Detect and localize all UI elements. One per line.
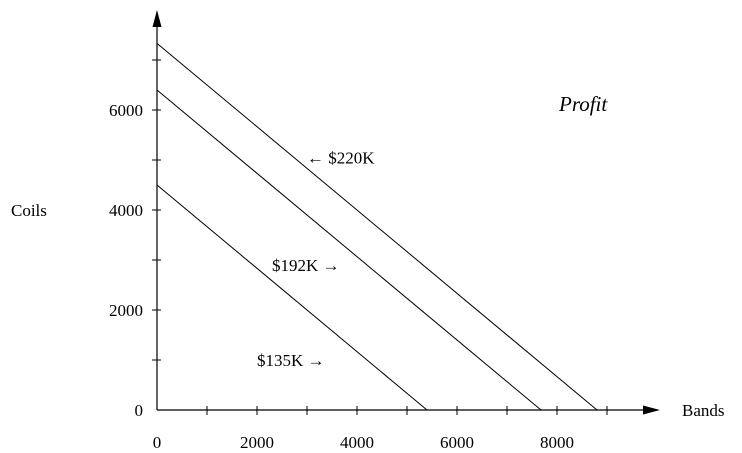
x-tick-label: 2000 — [240, 433, 274, 452]
x-tick-label: 4000 — [340, 433, 374, 452]
profit-line — [156, 184, 428, 411]
x-tick-label: 8000 — [540, 433, 574, 452]
y-tick-label: 0 — [135, 401, 144, 420]
profit-line — [156, 89, 542, 411]
profit-line — [156, 42, 598, 411]
y-axis-label: Coils — [11, 201, 47, 220]
x-tick-label: 6000 — [440, 433, 474, 452]
y-tick-label: 6000 — [109, 101, 143, 120]
y-tick-label: 2000 — [109, 301, 143, 320]
axes: 0 2000 4000 6000 8000 0 2000 4000 6000 — [109, 10, 660, 452]
profit-lines — [156, 42, 598, 411]
x-axis-label: Bands — [682, 401, 725, 420]
chart-text: Profit Bands Coils $135K → $192K → ← $220K — [11, 92, 725, 420]
chart-title: Profit — [558, 92, 608, 116]
x-axis-arrow-icon — [643, 405, 660, 415]
series-label: ← $220K — [307, 149, 375, 168]
y-axis-arrow-icon — [152, 10, 162, 27]
x-tick-label: 0 — [153, 433, 162, 452]
series-label: $192K → — [272, 256, 340, 275]
series-label: $135K → — [257, 351, 325, 370]
y-tick-label: 4000 — [109, 201, 143, 220]
